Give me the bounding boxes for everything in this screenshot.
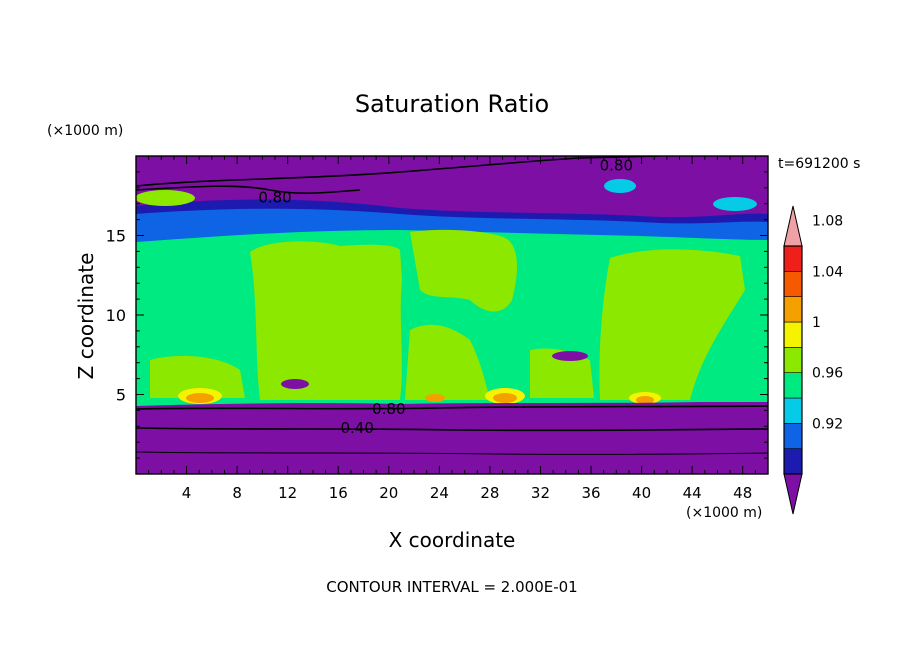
cloud-region [150, 355, 245, 398]
colorbar-label: 0.96 [812, 366, 843, 382]
x-tick-label: 20 [379, 484, 398, 502]
y-unit-label: (×1000 m) [47, 123, 123, 139]
orange-spot [186, 393, 214, 403]
cloud-region [599, 249, 745, 400]
cloud-region [410, 229, 517, 312]
cloud-regions [150, 229, 745, 400]
x-axis: 4 8 12 16 20 24 28 32 36 40 44 48 [148, 156, 756, 502]
x-tick-label: 40 [632, 484, 651, 502]
contour-line [136, 185, 361, 194]
green-patch [136, 190, 195, 206]
colorbar-segment [783, 245, 803, 272]
colorbar-label: 1.08 [812, 214, 843, 230]
contour-label: 0.80 [372, 400, 405, 418]
x-tick-label: 16 [329, 484, 348, 502]
x-unit-label: (×1000 m) [686, 505, 762, 521]
cloud-region [530, 348, 594, 398]
contour-line [136, 427, 768, 432]
colorbar-high-arrow [783, 205, 803, 247]
x-tick-label: 28 [480, 484, 499, 502]
x-tick-label: 4 [182, 484, 192, 502]
colorbar-low-arrow [783, 473, 803, 515]
x-tick-label: 24 [430, 484, 449, 502]
colorbar-segment [783, 296, 803, 323]
y-axis: 5 10 15 [106, 171, 768, 459]
colorbar-segment [783, 321, 803, 348]
x-tick-label: 48 [733, 484, 752, 502]
colorbar-label: 1 [812, 315, 821, 331]
cloud-region [405, 324, 490, 400]
colorbar-segment [783, 271, 803, 297]
y-tick-label: 15 [106, 227, 126, 246]
orange-spot [493, 393, 517, 403]
x-tick-label: 12 [278, 484, 297, 502]
colorbar-segment [783, 423, 803, 449]
x-tick-label: 8 [232, 484, 242, 502]
contour-line [136, 451, 768, 455]
orange-spot [425, 394, 445, 402]
purple-patch [281, 379, 309, 389]
plot-area: 0.800.800.800.40 [135, 155, 769, 475]
y-tick-label: 10 [106, 306, 126, 325]
colorbar-segment [783, 347, 803, 373]
y-tick-label: 5 [116, 386, 126, 405]
y-axis-label: Z coordinate [74, 253, 98, 380]
light-blue-patch [604, 179, 636, 193]
x-axis-label: X coordinate [389, 528, 516, 552]
contour-label: 0.80 [258, 188, 291, 206]
colorbar-segment [783, 372, 803, 399]
colorbar-segment [783, 397, 803, 424]
x-tick-label: 32 [531, 484, 550, 502]
purple-patch [552, 351, 588, 361]
contour-label: 0.40 [340, 419, 373, 437]
colorbar-segment [783, 448, 803, 475]
contour-interval-label: CONTOUR INTERVAL = 2.000E-01 [326, 578, 577, 596]
supersaturation-spots [136, 179, 757, 404]
time-label: t=691200 s [778, 156, 860, 172]
colorbar-frame [783, 245, 803, 475]
contour-labels: 0.800.800.800.40 [258, 157, 633, 437]
cloud-region [250, 241, 402, 400]
lower-purple-layer [136, 402, 768, 474]
contour-label: 0.80 [600, 157, 633, 175]
colorbar: 0.92 0.96 1 1.04 1.08 [783, 205, 843, 515]
colorbar-label: 0.92 [812, 416, 843, 432]
light-blue-patch [713, 197, 757, 211]
x-tick-label: 36 [581, 484, 600, 502]
colorbar-label: 1.04 [812, 264, 843, 280]
contour-line [136, 405, 768, 410]
x-tick-label: 44 [683, 484, 702, 502]
orange-spot [636, 396, 654, 404]
chart-title: Saturation Ratio [355, 90, 549, 118]
